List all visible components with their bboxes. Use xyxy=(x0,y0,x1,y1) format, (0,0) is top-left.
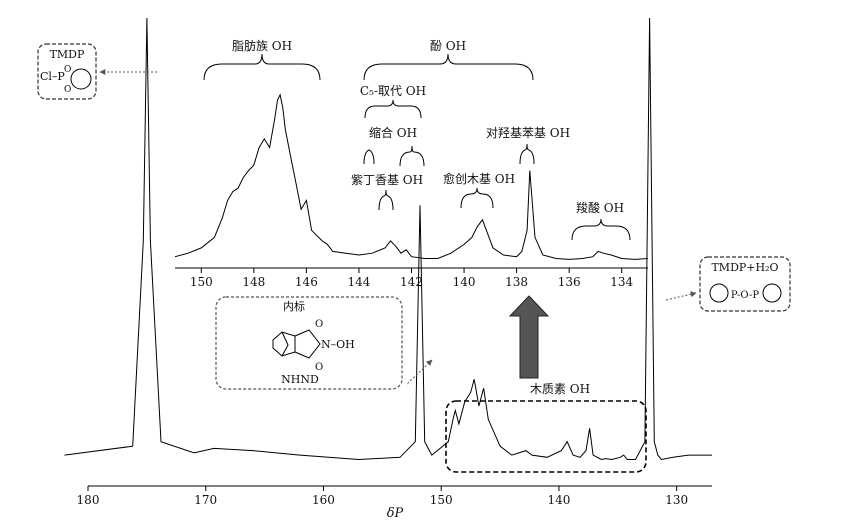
main-x-tick-label: 130 xyxy=(665,493,688,507)
internal-standard-box xyxy=(215,296,403,390)
pop-structure-icon: P-O-P xyxy=(709,283,782,303)
label-syringyl-oh: 紫丁香基 OH xyxy=(351,173,423,187)
nhnd-structure-icon: O O N–OH xyxy=(272,319,355,373)
label-p-hydroxyphenyl-oh: 对羟基苯基 OH xyxy=(486,125,570,140)
label-condensed-oh: 缩合 OH xyxy=(369,125,417,140)
main-x-tick-label: 140 xyxy=(547,493,570,507)
svg-text:O: O xyxy=(64,85,71,95)
inset-x-tick-label: 136 xyxy=(558,275,581,289)
brace-c5 xyxy=(364,99,422,119)
main-spectrum-line xyxy=(64,17,712,461)
zoom-arrow-icon xyxy=(508,295,550,379)
svg-text:Cl–P: Cl–P xyxy=(40,70,65,83)
svg-text:N–OH: N–OH xyxy=(321,338,355,351)
svg-text:P-O-P: P-O-P xyxy=(731,290,760,301)
internal-standard-title: 内标 xyxy=(283,299,305,313)
inset-x-tick-label: 138 xyxy=(505,275,528,289)
inset-x-tick-label: 148 xyxy=(242,275,265,289)
svg-text:O: O xyxy=(315,362,323,373)
inset-x-tick-label: 146 xyxy=(295,275,318,289)
tmdp-h2o-label: TMDP+H₂O xyxy=(711,261,778,274)
brace-carboxylic xyxy=(571,218,631,241)
main-x-ticks xyxy=(87,486,678,491)
main-x-tick-labels: 180 170 160 150 140 130 xyxy=(77,493,689,507)
lignin-oh-label: 木质素 OH xyxy=(530,382,590,396)
lignin-oh-box xyxy=(445,400,647,473)
tmdp-structure-icon: Cl–P O O xyxy=(40,65,92,95)
inset-x-ticks xyxy=(200,268,623,273)
inset-x-tick-label: 134 xyxy=(610,275,633,289)
label-carboxylic-oh: 羧酸 OH xyxy=(576,200,624,215)
label-c5-oh: C₅-取代 OH xyxy=(360,84,426,98)
internal-standard-arrow xyxy=(405,359,433,386)
nhnd-label: NHND xyxy=(281,373,319,386)
label-aliphatic-oh: 脂肪族 OH xyxy=(232,38,292,53)
inset-x-tick-label: 144 xyxy=(347,275,370,289)
tmdp-label: TMDP xyxy=(50,48,85,61)
tmdp-box xyxy=(37,43,97,100)
brace-aliphatic xyxy=(203,53,321,81)
inset-x-tick-label: 142 xyxy=(400,275,423,289)
inset-x-tick-label: 140 xyxy=(453,275,476,289)
brace-p-hydroxyphenyl xyxy=(519,143,535,165)
main-x-tick-label: 170 xyxy=(194,493,217,507)
brace-condensed-left xyxy=(363,149,375,165)
tmdp-h2o-arrow xyxy=(665,291,697,301)
main-x-tick-label: 150 xyxy=(430,493,453,507)
main-x-tick-label: 180 xyxy=(77,493,100,507)
inset-x-tick-label: 150 xyxy=(190,275,213,289)
label-guaiacyl-oh: 愈创木基 OH xyxy=(443,171,515,186)
svg-text:O: O xyxy=(64,65,71,75)
brace-phenolic xyxy=(363,53,534,81)
brace-guaiacyl xyxy=(460,187,494,209)
svg-text:O: O xyxy=(315,319,323,330)
main-x-axis-label: δP xyxy=(387,506,404,521)
brace-syringyl xyxy=(378,189,394,211)
inset-spectrum-line xyxy=(174,93,649,260)
main-x-tick-label: 160 xyxy=(312,493,335,507)
inset-x-tick-labels: 150 148 146 144 142 140 138 136 134 xyxy=(190,275,634,289)
tmdp-h2o-box xyxy=(699,256,791,312)
label-phenolic-oh: 酚 OH xyxy=(430,39,466,53)
brace-condensed-right xyxy=(399,145,425,167)
